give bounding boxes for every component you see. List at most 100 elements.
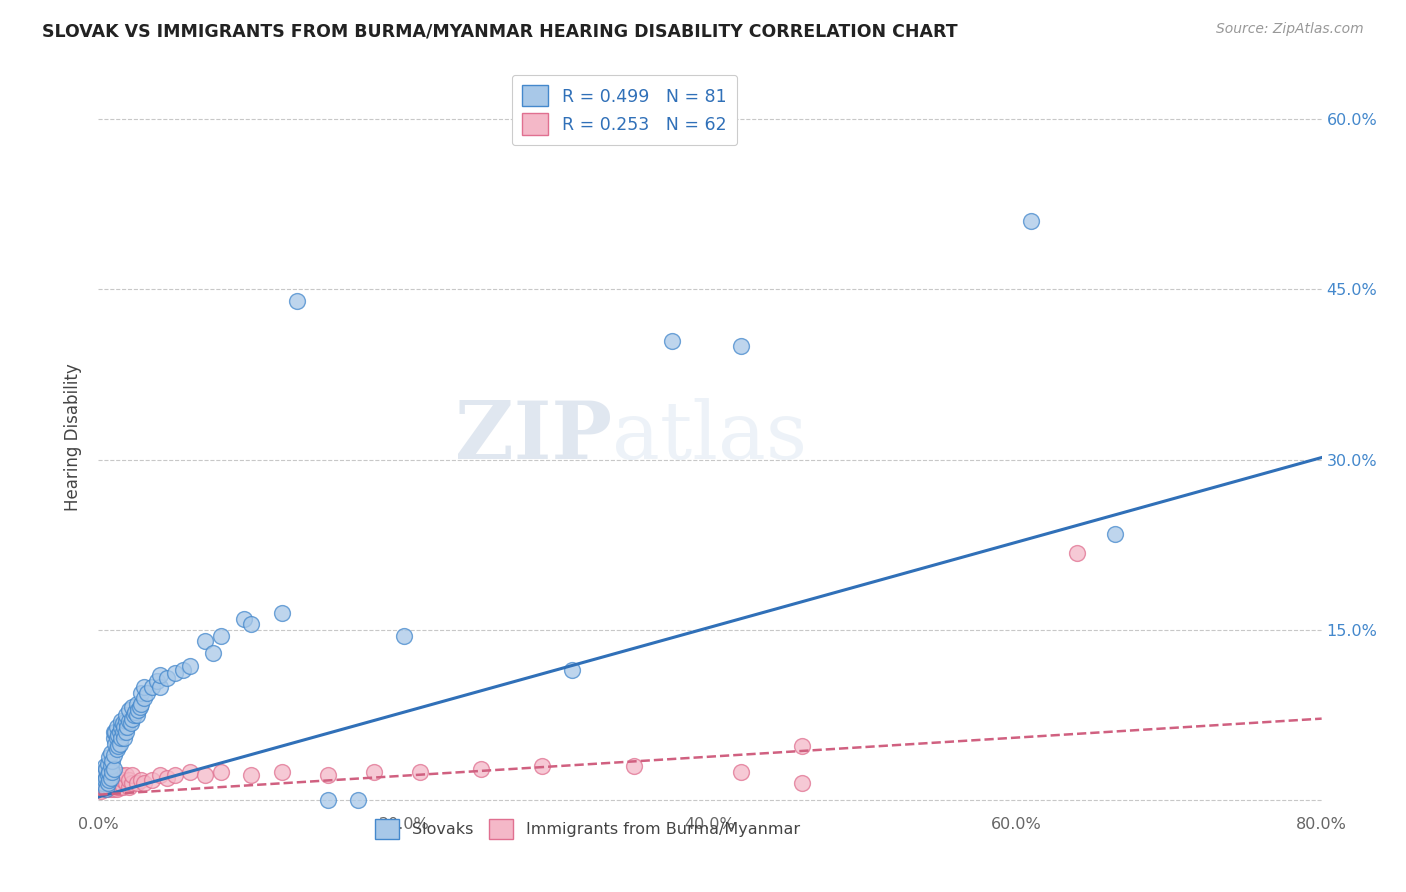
Point — [790, 776, 813, 790]
Point — [110, 731, 132, 745]
Point — [127, 702, 149, 716]
Point — [156, 771, 179, 785]
Point — [661, 334, 683, 348]
Point — [104, 725, 127, 739]
Point — [209, 764, 232, 779]
Point — [128, 700, 150, 714]
Point — [408, 764, 430, 779]
Point — [145, 674, 167, 689]
Point — [101, 780, 124, 794]
Point — [94, 771, 117, 785]
Point — [93, 782, 115, 797]
Point — [111, 725, 134, 739]
Point — [91, 764, 114, 779]
Point — [103, 731, 125, 745]
Point — [94, 782, 117, 797]
Point — [115, 776, 138, 790]
Point — [94, 772, 117, 787]
Point — [134, 776, 156, 790]
Point — [530, 759, 553, 773]
Point — [363, 764, 385, 779]
Point — [100, 768, 122, 782]
Point — [124, 705, 146, 719]
Point — [105, 731, 128, 745]
Point — [118, 702, 141, 716]
Point — [121, 700, 143, 714]
Point — [347, 793, 370, 807]
Point — [94, 780, 117, 794]
Point — [98, 780, 121, 794]
Point — [117, 720, 139, 734]
Point — [149, 768, 172, 782]
Point — [103, 782, 125, 797]
Point — [122, 708, 145, 723]
Point — [270, 764, 292, 779]
Point — [470, 762, 492, 776]
Point — [97, 768, 120, 782]
Point — [97, 757, 120, 772]
Point — [209, 629, 232, 643]
Point — [316, 768, 339, 782]
Point — [100, 776, 122, 790]
Point — [115, 725, 138, 739]
Point — [97, 776, 120, 790]
Point — [118, 772, 141, 787]
Point — [179, 764, 201, 779]
Point — [103, 762, 125, 776]
Point — [98, 764, 121, 779]
Point — [104, 780, 127, 794]
Point — [91, 780, 114, 794]
Point — [108, 725, 131, 739]
Point — [101, 764, 124, 779]
Point — [94, 764, 117, 779]
Point — [118, 714, 141, 728]
Point — [392, 629, 416, 643]
Point — [107, 727, 129, 741]
Point — [107, 780, 129, 794]
Point — [93, 776, 115, 790]
Point — [149, 680, 172, 694]
Point — [110, 768, 132, 782]
Point — [110, 776, 132, 790]
Point — [141, 772, 163, 787]
Point — [1066, 546, 1088, 560]
Point — [790, 739, 813, 753]
Point — [240, 617, 263, 632]
Point — [115, 708, 138, 723]
Point — [91, 776, 114, 790]
Legend: Slovaks, Immigrants from Burma/Myanmar: Slovaks, Immigrants from Burma/Myanmar — [368, 813, 807, 845]
Point — [101, 754, 124, 768]
Point — [141, 680, 163, 694]
Point — [118, 780, 141, 794]
Point — [232, 612, 254, 626]
Point — [105, 782, 128, 797]
Point — [1104, 526, 1126, 541]
Point — [93, 768, 115, 782]
Y-axis label: Hearing Disability: Hearing Disability — [65, 363, 83, 511]
Point — [316, 793, 339, 807]
Point — [125, 708, 148, 723]
Point — [105, 720, 128, 734]
Point — [202, 646, 225, 660]
Point — [93, 772, 115, 787]
Text: atlas: atlas — [612, 398, 807, 476]
Point — [110, 720, 132, 734]
Point — [111, 716, 134, 731]
Point — [90, 784, 112, 798]
Point — [93, 759, 115, 773]
Point — [623, 759, 645, 773]
Point — [98, 772, 121, 787]
Point — [129, 697, 152, 711]
Point — [129, 772, 152, 787]
Point — [285, 293, 308, 308]
Point — [101, 772, 124, 787]
Point — [98, 772, 121, 787]
Point — [156, 671, 179, 685]
Point — [110, 714, 132, 728]
Point — [108, 737, 131, 751]
Point — [100, 759, 122, 773]
Point — [121, 768, 143, 782]
Point — [100, 782, 122, 797]
Point — [97, 776, 120, 790]
Point — [194, 634, 217, 648]
